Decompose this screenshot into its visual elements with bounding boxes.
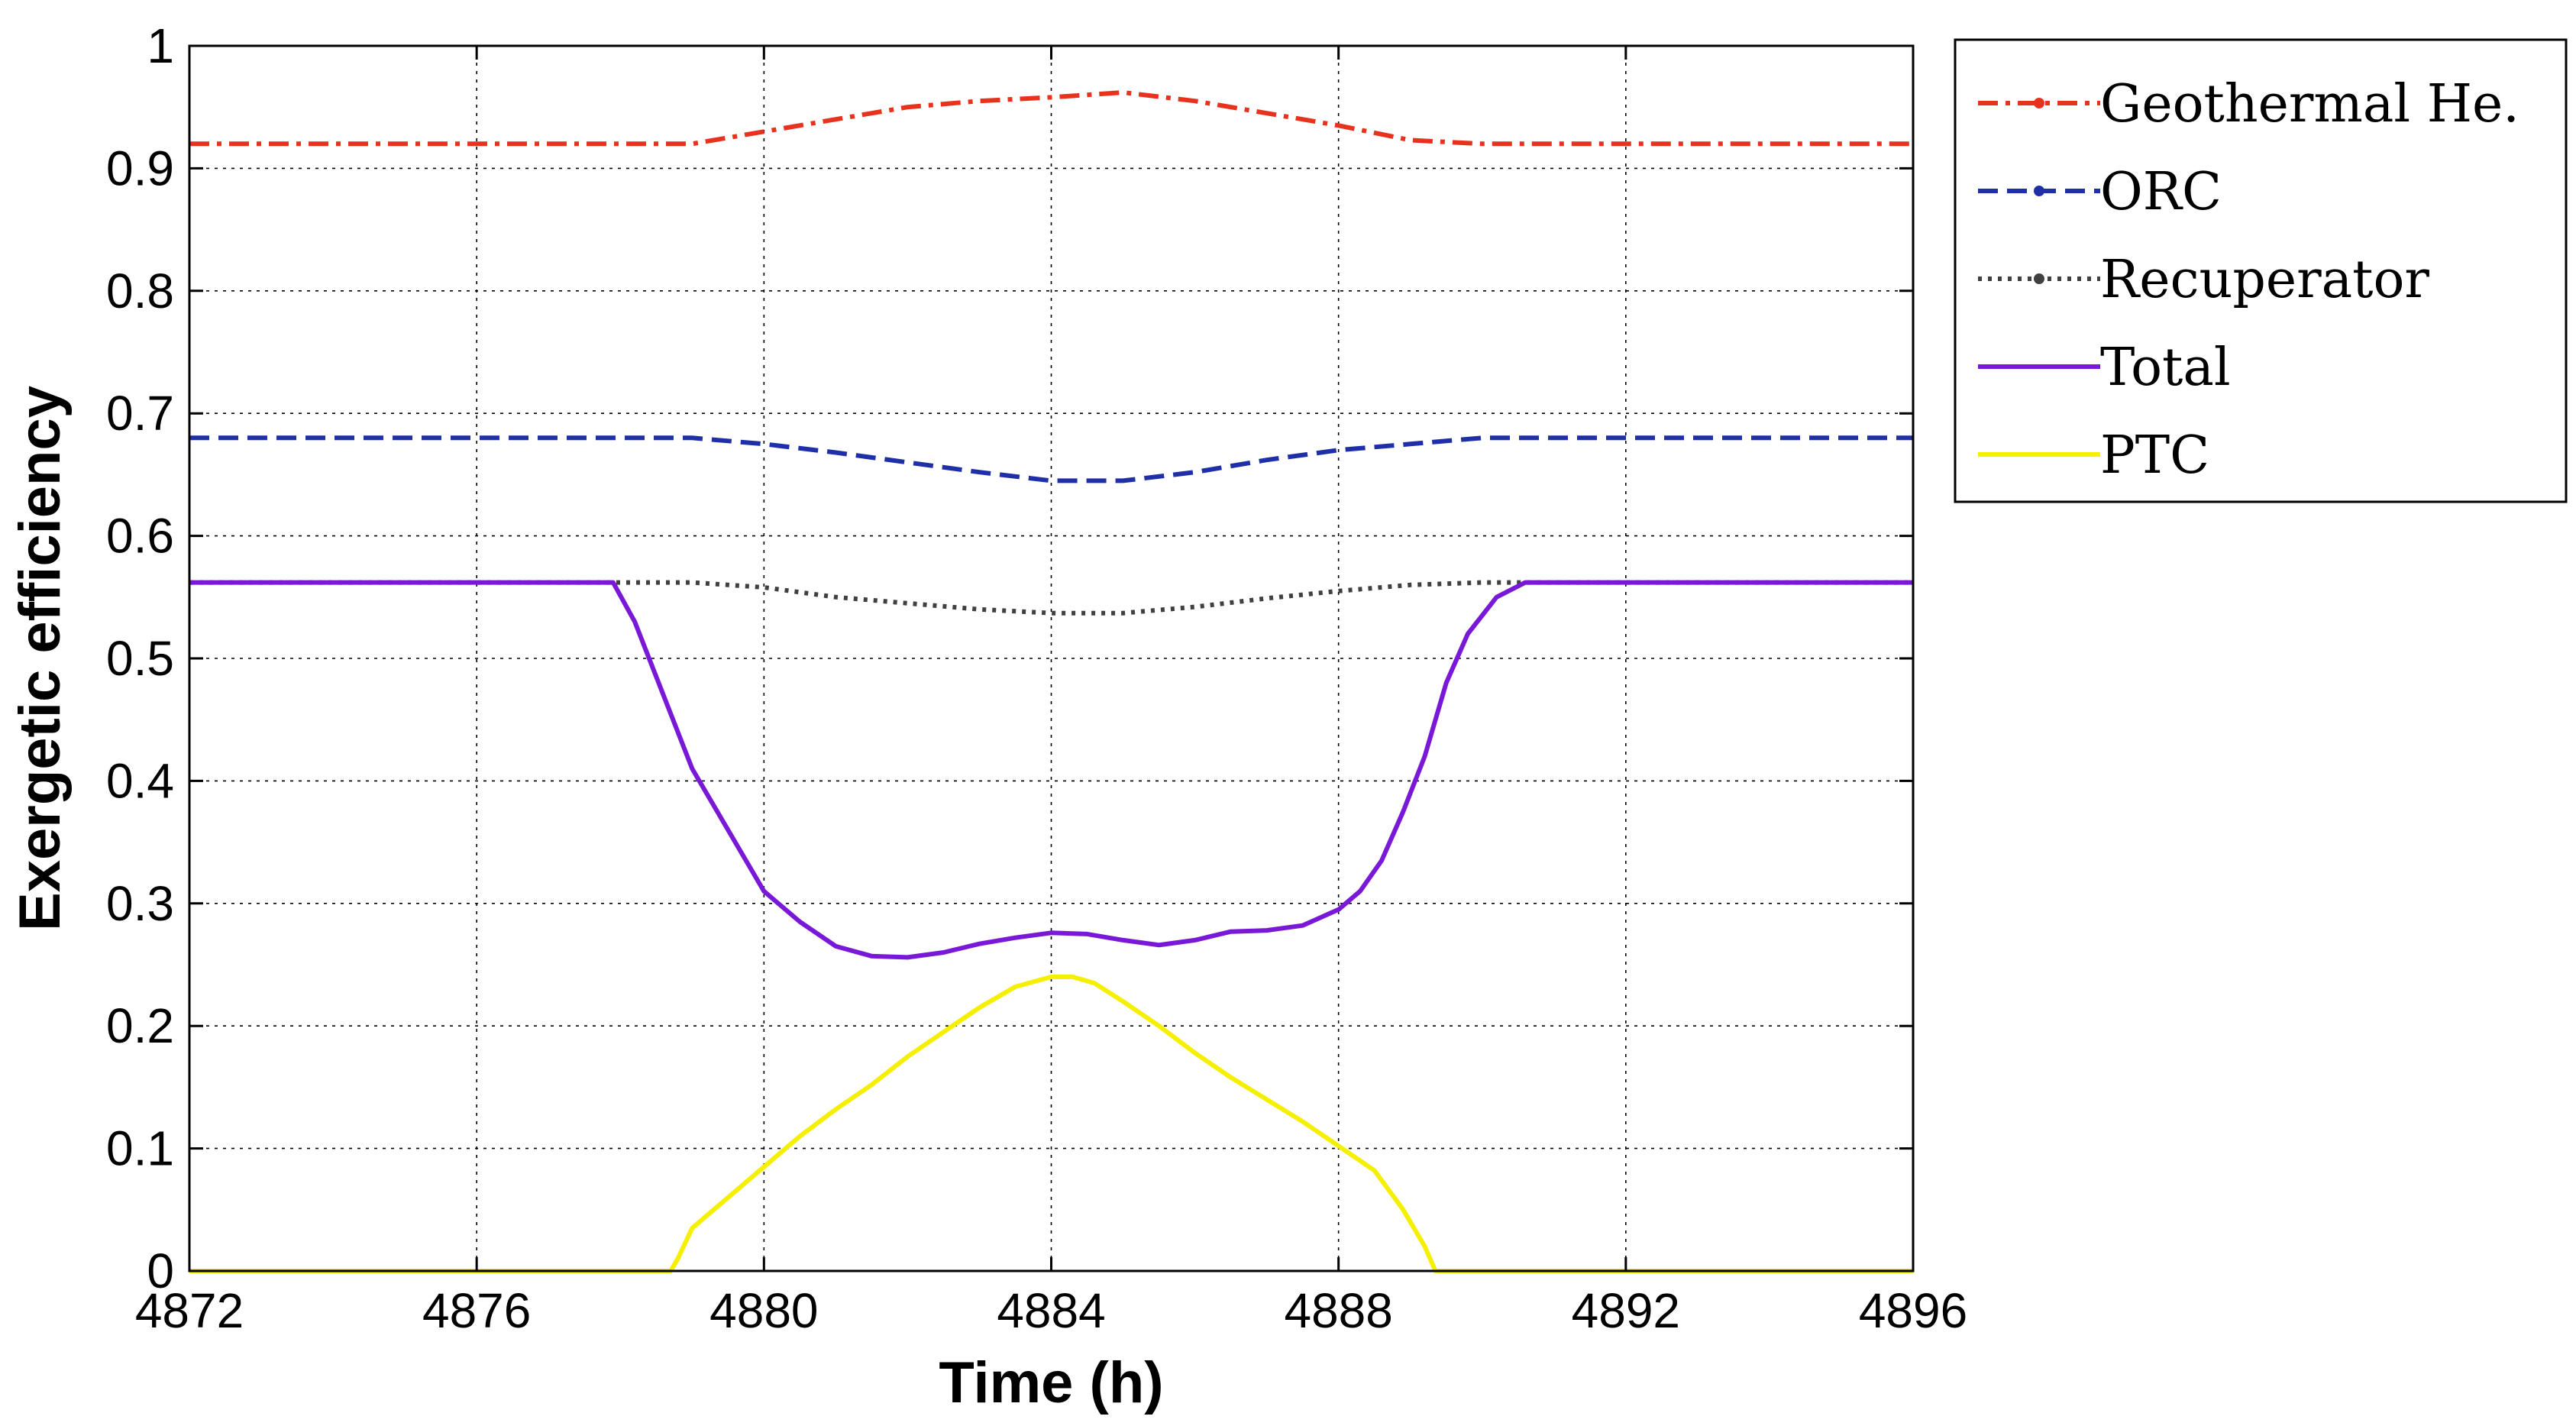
x-tick-label: 4872: [135, 1283, 244, 1338]
y-tick-label: 0.6: [106, 509, 174, 564]
x-tick-label: 4892: [1572, 1283, 1680, 1338]
y-tick-label: 0.4: [106, 753, 174, 808]
legend-label: PTC: [2100, 425, 2209, 486]
legend-marker: [2034, 273, 2044, 284]
legend-label: Recuperator: [2100, 250, 2429, 310]
series-line-orc: [189, 435, 1913, 483]
y-tick-label: 0.3: [106, 876, 174, 931]
y-tick-label: 0.8: [106, 264, 174, 319]
legend-marker: [2034, 98, 2044, 108]
series-layer: [189, 90, 1913, 1273]
grid-lines: [189, 46, 1913, 1271]
x-tick-label: 4876: [422, 1283, 531, 1338]
y-tick-label: 0.7: [106, 386, 174, 441]
y-tick-label: 1: [147, 18, 174, 73]
y-tick-label: 0.1: [106, 1121, 174, 1176]
y-tick-label: 0.5: [106, 631, 174, 686]
x-tick-label: 4884: [997, 1283, 1105, 1338]
legend-marker: [2034, 186, 2044, 196]
y-tick-label: 0.2: [106, 998, 174, 1053]
legend: Geothermal He. ORC Recuperator Total PTC: [1954, 38, 2568, 503]
axis-ticks: [188, 44, 1915, 1272]
series-line-total: [189, 580, 1913, 960]
y-tick-label: 0: [147, 1243, 174, 1298]
y-tick-label: 0.9: [106, 141, 174, 196]
legend-entries: Geothermal He. ORC Recuperator Total PTC: [1978, 74, 2519, 486]
x-tick-label: 4880: [709, 1283, 818, 1338]
legend-label: Total: [2100, 338, 2231, 398]
series-line-recuperator: [189, 580, 1913, 616]
legend-label: ORC: [2100, 162, 2222, 222]
series-line-geothermal-he: [189, 90, 1913, 147]
legend-label: Geothermal He.: [2100, 74, 2519, 134]
x-axis-label: Time (h): [939, 1350, 1163, 1415]
x-tick-label: 4896: [1859, 1283, 1967, 1338]
legend-box: [1954, 38, 2568, 503]
tick-labels: 4872 4876 4880 4884 4888 4892 4896 0 0.1 0.2 0.3 0.…: [106, 18, 1967, 1338]
y-axis-label: Exergetic efficiency: [8, 386, 73, 931]
x-tick-label: 4888: [1284, 1283, 1392, 1338]
series-line-ptc: [189, 975, 1913, 1273]
